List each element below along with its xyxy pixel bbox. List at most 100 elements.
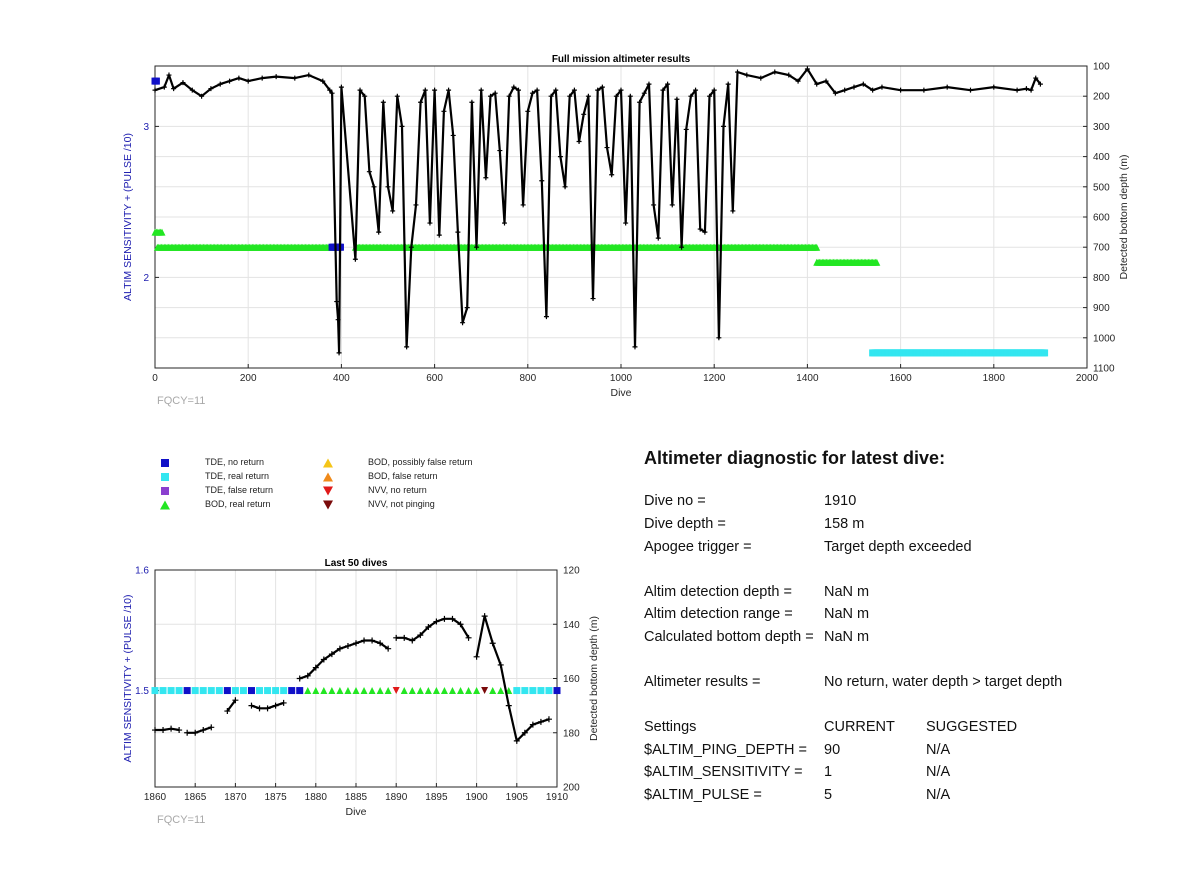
x-tick-label: 1600: [889, 373, 912, 384]
depth-line-segment: [475, 614, 550, 743]
depth-point: [545, 716, 552, 723]
depth-point: [168, 725, 175, 732]
depth-point: [320, 656, 327, 663]
depth-point: [427, 220, 433, 226]
x-tick-label: 600: [426, 373, 443, 384]
depth-point: [259, 75, 265, 81]
depth-point: [208, 86, 214, 92]
legend-swatch-triangle-up: [323, 458, 333, 468]
y-left-tick-label: 3: [143, 122, 149, 133]
depth-point: [613, 93, 619, 99]
depth-point: [655, 235, 661, 241]
depth-point: [208, 724, 215, 731]
sensitivity-marker: [457, 687, 465, 695]
y-right-tick-label: 120: [563, 566, 580, 577]
depth-point: [455, 229, 461, 235]
depth-point: [327, 87, 333, 93]
legend-swatch-triangle-down: [323, 500, 333, 510]
depth-point: [413, 202, 419, 208]
depth-point: [401, 634, 408, 641]
depth-point: [814, 81, 820, 87]
depth-point: [232, 697, 239, 704]
x-tick-label: 1900: [465, 792, 488, 803]
depth-point: [609, 172, 615, 178]
depth-point: [632, 344, 638, 350]
depth-point: [529, 721, 536, 728]
legend-swatch-triangle-up: [323, 472, 333, 482]
sensitivity-marker: [158, 228, 166, 236]
x-axis-label: Dive: [345, 806, 366, 818]
x-tick-label: 1910: [546, 792, 569, 803]
sensitivity-marker: [336, 687, 344, 695]
depth-point: [534, 87, 540, 93]
depth-point: [306, 72, 312, 78]
depth-point: [618, 87, 624, 93]
sensitivity-marker: [473, 687, 481, 695]
sensitivity-marker: [424, 687, 432, 695]
footnote-label: FQCY=11: [157, 395, 205, 407]
depth-point: [160, 727, 167, 734]
sensitivity-marker: [159, 687, 167, 695]
x-tick-label: 1860: [144, 792, 167, 803]
chart-title: Last 50 dives: [325, 558, 388, 569]
diag-label: Calculated bottom depth =: [644, 629, 814, 645]
depth-point: [166, 72, 172, 78]
depth-point: [548, 93, 554, 99]
depth-point: [520, 202, 526, 208]
depth-point: [312, 664, 319, 671]
legend-swatch-square: [161, 487, 169, 495]
depth-point: [352, 256, 358, 262]
depth-point: [180, 80, 186, 86]
diag-value: NaN m: [824, 629, 870, 645]
diag-row-detection-depth: Altim detection depth = NaN m: [644, 582, 1184, 602]
full-mission-chart: 0 200 400 600 800 1000 1200 1400 1600 1800 2000 2 3 1…: [122, 54, 1130, 407]
depth-point: [637, 99, 643, 105]
depth-point: [758, 75, 764, 81]
diag-row-detection-range: Altim detection range = NaN m: [644, 604, 1184, 624]
y-right-tick-label: 160: [563, 674, 580, 685]
depth-point: [256, 705, 263, 712]
depth-point: [851, 84, 857, 90]
depth-point: [991, 84, 997, 90]
depth-point: [968, 87, 973, 93]
depth-point: [441, 615, 448, 622]
sensitivity-marker: [223, 687, 231, 695]
depth-point: [665, 81, 671, 87]
sensitivity-marker: [368, 687, 376, 695]
y-right-tick-label: 700: [1093, 243, 1110, 254]
depth-point: [280, 699, 287, 706]
sensitivity-marker: [448, 687, 456, 695]
depth-point: [688, 93, 694, 99]
depth-point: [227, 78, 233, 84]
depth-points: [473, 613, 552, 744]
depth-point: [192, 729, 199, 736]
sensitivity-marker: [440, 687, 448, 695]
depth-point: [683, 126, 689, 132]
depth-point: [581, 111, 587, 117]
depth-points: [153, 67, 1043, 356]
diag-label: Dive no =: [644, 493, 706, 509]
y-right-tick-label: 600: [1093, 213, 1110, 224]
x-tick-label: 1400: [796, 373, 819, 384]
sensitivity-marker: [344, 687, 352, 695]
sensitivity-band: [869, 349, 1049, 357]
depth-point: [385, 184, 391, 190]
depth-point: [505, 702, 512, 709]
diag-value: NaN m: [824, 606, 870, 622]
diag-value: NaN m: [824, 584, 870, 600]
sensitivity-marker: [320, 687, 328, 695]
depth-point: [702, 229, 708, 235]
x-tick-label: 1200: [703, 373, 726, 384]
sensitivity-marker: [151, 687, 159, 695]
depth-points: [152, 725, 183, 734]
legend-swatch-square: [161, 459, 169, 467]
sensitivity-marker: [256, 687, 264, 695]
diag-label: Apogee trigger =: [644, 539, 752, 555]
depth-point: [189, 87, 195, 93]
sensitivity-marker: [360, 687, 368, 695]
depth-point: [511, 84, 517, 90]
depth-point: [393, 634, 400, 641]
sensitivity-marker: [288, 687, 296, 695]
depth-line: [154, 67, 1042, 354]
legend-swatch-triangle-down: [323, 486, 333, 496]
